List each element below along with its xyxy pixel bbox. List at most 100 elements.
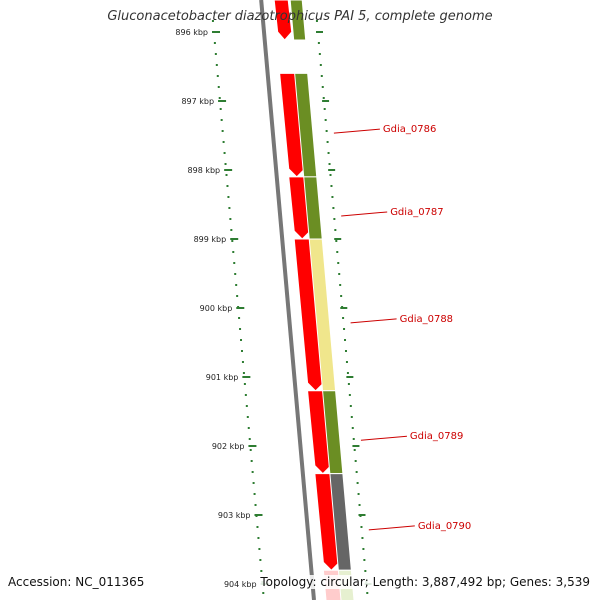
scale-dot: [331, 196, 334, 198]
outer-major-tick: [358, 514, 366, 516]
major-tick: [218, 100, 227, 102]
scale-dot: [250, 460, 253, 462]
scale-dot: [222, 141, 225, 143]
scale-dot: [315, 20, 318, 22]
scale-dot: [358, 504, 361, 506]
cds-arrow: [279, 72, 306, 178]
scale-dot: [215, 64, 218, 66]
map-title: Gluconacetobacter diazotrophicus PAI 5, …: [107, 9, 493, 24]
scale-dot: [326, 141, 329, 143]
scale-dot: [230, 229, 233, 231]
scale-dot: [352, 438, 355, 440]
scale-dot: [342, 317, 345, 319]
scale-dot: [251, 471, 254, 473]
scale-dot: [242, 372, 245, 374]
gene-leader-line: [360, 435, 407, 441]
scale-dot: [229, 218, 232, 220]
gene-labels: Gdia_0786 Gdia_0787 Gdia_0788 Gdia_0789 Gdia…: [333, 124, 471, 532]
scale-dot: [235, 284, 238, 286]
tick-label: 897 kbp: [181, 97, 214, 106]
scale-dot: [221, 130, 224, 132]
scale-dot: [259, 559, 262, 561]
backbone-line: [259, 0, 316, 600]
scale-dot: [366, 592, 369, 594]
scale-dot: [345, 361, 348, 363]
scale-dot: [211, 20, 214, 22]
outer-major-tick: [340, 307, 348, 309]
scale-dot: [338, 273, 341, 275]
scale-dot: [254, 504, 257, 506]
scale-dot: [325, 130, 328, 132]
scale-dot: [354, 460, 357, 462]
gene-label: Gdia_0787: [390, 207, 443, 218]
gene-leader-line: [341, 211, 388, 217]
scale-dot: [319, 64, 322, 66]
scale-dot: [234, 273, 237, 275]
scale-dot: [243, 383, 246, 385]
scale-dot: [364, 570, 367, 572]
scale-dot: [220, 119, 223, 121]
scale-dot: [356, 482, 359, 484]
scale-dot: [329, 174, 332, 176]
major-tick: [242, 376, 251, 378]
scale-dot: [249, 449, 252, 451]
backbone-track: [259, 0, 316, 600]
scale-dot: [339, 284, 342, 286]
scale-dot: [349, 405, 352, 407]
scale-dot: [346, 372, 349, 374]
major-tick: [236, 307, 245, 309]
scale-dot: [238, 317, 241, 319]
tick-label: 899 kbp: [194, 235, 227, 244]
scale-dot: [260, 570, 263, 572]
scale-dot: [262, 592, 265, 594]
scale-dot: [328, 163, 331, 165]
scale-dot: [213, 42, 216, 44]
scale-dot: [241, 361, 244, 363]
scale-dot: [224, 163, 227, 165]
scale-dot: [217, 86, 220, 88]
scale-dot: [247, 427, 250, 429]
scale-dot: [216, 75, 219, 77]
tick-label: 896 kbp: [175, 28, 208, 37]
outer-major-tick: [352, 445, 360, 447]
scale-dot: [258, 548, 261, 550]
scale-dot: [324, 119, 327, 121]
scale-dot: [232, 251, 235, 253]
scale-dot: [353, 449, 356, 451]
scale-dot: [257, 537, 260, 539]
outer-major-tick: [322, 100, 330, 102]
scale-dot: [332, 207, 335, 209]
scale-dot: [337, 262, 340, 264]
scale-dot: [323, 108, 326, 110]
scale-dot: [227, 196, 230, 198]
scale-dot: [344, 339, 347, 341]
scale-dot: [240, 350, 243, 352]
scale-dot: [228, 207, 231, 209]
major-tick: [254, 514, 263, 516]
scale-dot: [322, 97, 325, 99]
scale-dot: [351, 427, 354, 429]
scale-dot: [363, 559, 366, 561]
gene-leader-line: [368, 525, 415, 531]
gene-leader-line: [350, 318, 397, 324]
scale-dot: [246, 416, 249, 418]
cds-arrow: [314, 473, 340, 571]
scale-dot: [321, 86, 324, 88]
scale-dot: [233, 262, 236, 264]
scale-dot: [348, 394, 351, 396]
scale-dot: [361, 537, 364, 539]
tick-label: 901 kbp: [206, 373, 239, 382]
scale-dot: [256, 526, 259, 528]
scale-dot: [347, 383, 350, 385]
gene-label: Gdia_0786: [383, 124, 436, 135]
outer-major-tick: [346, 376, 354, 378]
gene-label: Gdia_0790: [418, 521, 471, 532]
scale-dot: [340, 295, 343, 297]
accession-text: Accession: NC_011365: [8, 575, 145, 589]
cds-arrow: [273, 0, 293, 41]
scale-dot: [214, 53, 217, 55]
scale-dot: [334, 229, 337, 231]
major-tick: [212, 31, 220, 33]
scale-dot: [317, 42, 320, 44]
